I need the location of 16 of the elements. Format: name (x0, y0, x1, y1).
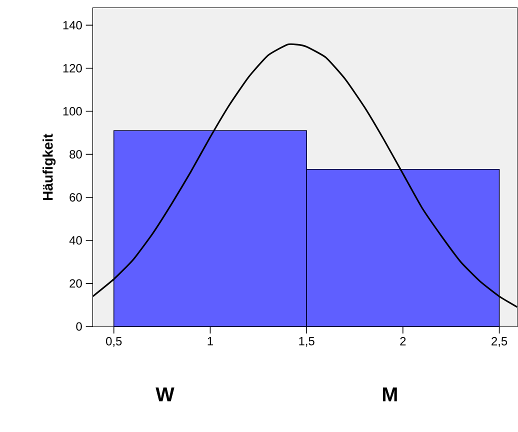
y-tick-label: 40 (69, 236, 82, 244)
text: M (382, 387, 397, 402)
x-tick-label: 2 (400, 336, 406, 346)
y-tick-label: 60 (70, 192, 82, 202)
y-tick-label: 140 (63, 20, 82, 30)
y-tick-label: 80 (70, 150, 82, 158)
x-tick-label: 1 (208, 336, 213, 346)
y-tick-label: 120 (63, 64, 82, 72)
x-tick-label: 2,5 (492, 336, 508, 347)
y-axis-title: Häufigkeit (42, 134, 56, 200)
y-tick-label: 0 (76, 322, 82, 331)
x-tick-label: 1,5 (299, 336, 314, 347)
y-tick-label: 20 (70, 279, 82, 288)
x-tick-label: 0,5 (106, 336, 122, 347)
y-tick-label: 100 (63, 106, 82, 116)
text: W (156, 387, 174, 402)
